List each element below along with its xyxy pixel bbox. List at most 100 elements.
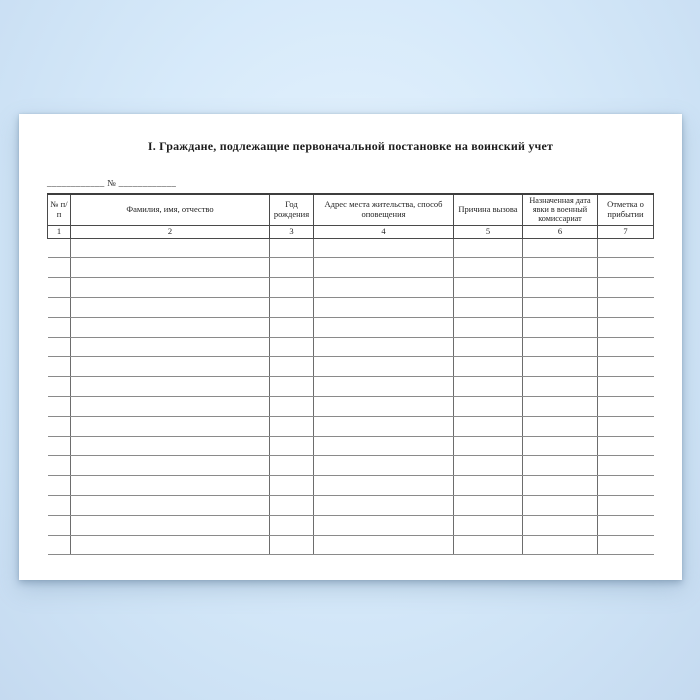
blank-row [47,495,654,516]
blank-cell [70,257,270,279]
blank-cell [597,515,654,536]
column-header: Адрес места жительства, способ оповещени… [313,192,454,226]
blank-cell [522,356,598,378]
blank-row [47,455,654,477]
blank-cell [269,376,314,397]
blank-cell [522,277,598,298]
blank-cell [313,495,454,516]
column-header: Фамилия, имя, отчество [70,192,270,226]
blank-row [47,257,654,279]
blank-cell [269,238,314,259]
blank-cell [70,337,270,358]
blank-cell [313,416,454,437]
blank-cell [70,376,270,397]
blank-cell [522,535,598,556]
blank-cell [269,416,314,437]
blank-cell [453,297,523,318]
blank-cell [597,376,654,397]
blank-cell [47,376,71,397]
blank-cell [453,455,523,477]
blank-cell [453,495,523,516]
column-header: № п/п [47,192,71,226]
blank-cell [70,238,270,259]
blank-cell [313,455,454,477]
blank-cell [313,238,454,259]
blank-cell [522,416,598,437]
blank-cell [47,297,71,318]
blank-row [47,416,654,437]
blank-cell [269,455,314,477]
blank-cell [269,535,314,556]
blank-cell [522,337,598,358]
blank-cell [597,317,654,338]
blank-cell [47,436,71,457]
column-number: 4 [313,224,454,239]
blank-row [47,535,654,556]
blank-cell [522,515,598,536]
blank-cell [313,376,454,397]
blank-cell [313,337,454,358]
blank-cell [597,495,654,516]
blank-cell [453,515,523,536]
blank-cell [47,337,71,358]
blank-cell [522,455,598,477]
blank-cell [47,515,71,536]
blank-cell [597,455,654,477]
table-container: № п/п Фамилия, имя, отчество Год рождения А… [47,192,654,556]
blank-cell [269,317,314,338]
blank-row [47,356,654,378]
blank-cell [597,535,654,556]
blank-cell [47,535,71,556]
document-page: I. Граждане, подлежащие первоначальной п… [19,114,682,580]
blank-cell [47,416,71,437]
column-header: Отметка о прибытии [597,192,654,226]
blank-cell [597,475,654,496]
blank-cell [47,277,71,298]
blank-cell [70,277,270,298]
blank-cell [70,475,270,496]
column-number: 2 [70,224,270,239]
blank-row [47,277,654,298]
column-number: 3 [269,224,314,239]
blank-cell [70,495,270,516]
blank-cell [269,356,314,378]
blank-cell [522,495,598,516]
blank-row [47,396,654,417]
blank-cell [597,356,654,378]
blank-cell [597,416,654,437]
blank-cell [313,277,454,298]
blank-cell [597,277,654,298]
blank-cell [269,515,314,536]
blank-cell [522,396,598,417]
blank-row [47,515,654,536]
blank-cell [313,297,454,318]
blank-cell [453,238,523,259]
blank-cell [70,396,270,417]
blank-cell [70,297,270,318]
blank-cell [453,337,523,358]
blank-cell [70,436,270,457]
blank-row [47,436,654,457]
blank-cell [597,396,654,417]
blank-cell [453,376,523,397]
blank-cell [453,257,523,279]
blank-cell [522,376,598,397]
blank-cell [522,436,598,457]
blank-cell [522,475,598,496]
blank-cell [70,317,270,338]
blank-cell [269,337,314,358]
column-number: 7 [597,224,654,239]
blank-cell [453,317,523,338]
column-number: 5 [453,224,523,239]
document-title: I. Граждане, подлежащие первоначальной п… [147,139,554,153]
blank-cell [597,337,654,358]
blank-cell [269,257,314,279]
column-number: 6 [522,224,598,239]
blank-cell [597,297,654,318]
blank-cell [47,317,71,338]
blank-cell [453,416,523,437]
registration-table: № п/п Фамилия, имя, отчество Год рождения А… [47,192,654,556]
blank-cell [70,356,270,378]
blank-cell [313,515,454,536]
blank-cell [313,535,454,556]
